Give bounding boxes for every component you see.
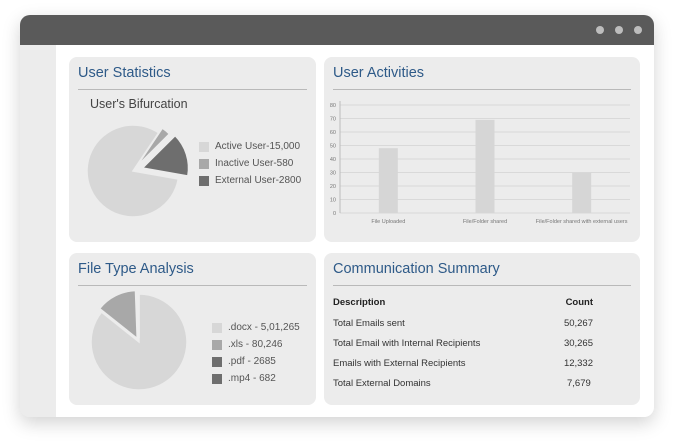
communication-table: Description Count Total Emails sent 50,2… (333, 291, 593, 393)
legend-label: .xls - 80,246 (228, 339, 283, 350)
y-tick-label: 40 (330, 157, 336, 163)
legend-swatch (212, 339, 222, 350)
file-type-legend: .docx - 5,01,265 .xls - 80,246 .pdf - 26… (212, 319, 300, 387)
legend-item: .mp4 - 682 (212, 370, 300, 387)
y-tick-label: 10 (330, 198, 336, 204)
legend-label: Active User-15,000 (215, 141, 301, 152)
y-tick-label: 60 (330, 130, 336, 136)
legend-swatch (199, 141, 209, 152)
panel-title: Communication Summary (333, 261, 500, 277)
legend-label: Inactive User-580 (215, 158, 294, 169)
file-type-analysis-panel: File Type Analysis .docx - 5,01,265 .xls… (69, 253, 316, 405)
panel-divider (333, 89, 631, 90)
bar (475, 119, 495, 213)
panel-title: User Statistics (78, 65, 171, 81)
row-description: Total Email with Internal Recipients (333, 337, 481, 349)
row-count: 7,679 (567, 377, 591, 389)
row-count: 50,267 (563, 317, 593, 329)
bar (572, 172, 592, 213)
dashboard-window: User Statistics User's Bifurcation Activ… (20, 15, 654, 417)
user-statistics-legend: Active User-15,000 Inactive User-580 Ext… (199, 138, 301, 189)
row-description: Total Emails sent (333, 317, 405, 329)
row-count: 12,332 (563, 357, 593, 369)
panel-divider (333, 285, 631, 286)
x-tick-label: File Uploaded (371, 219, 405, 225)
y-tick-label: 30 (330, 171, 336, 177)
table-row: Total Email with Internal Recipients 30,… (333, 333, 593, 353)
legend-item: Inactive User-580 (199, 155, 301, 172)
pie-slice (98, 290, 139, 341)
legend-swatch (212, 356, 222, 367)
sidebar (20, 45, 56, 417)
pie-slice (136, 127, 171, 167)
user-bifurcation-pie-chart (86, 124, 190, 218)
dashboard-main: User Statistics User's Bifurcation Activ… (56, 45, 654, 417)
window-titlebar (20, 15, 654, 45)
legend-item: .pdf - 2685 (212, 353, 300, 370)
window-control-dot[interactable] (634, 26, 642, 34)
user-activities-panel: User Activities 0 10 20 30 40 50 60 70 80 File Up… (324, 57, 640, 242)
panel-title: File Type Analysis (78, 261, 194, 277)
legend-item: .xls - 80,246 (212, 336, 300, 353)
pie-slice (90, 293, 188, 391)
legend-item: .docx - 5,01,265 (212, 319, 300, 336)
x-tick-label: File/Folder shared (463, 219, 507, 225)
pie-slice (86, 124, 180, 218)
user-activities-bar-chart: 0 10 20 30 40 50 60 70 80 File Uploaded File/Folde… (330, 101, 630, 225)
panel-divider (78, 285, 307, 286)
row-count: 30,265 (563, 337, 593, 349)
legend-label: .docx - 5,01,265 (228, 322, 300, 333)
communication-summary-panel: Communication Summary Description Count … (324, 253, 640, 405)
panel-divider (78, 89, 307, 90)
chart-subtitle: User's Bifurcation (90, 97, 188, 111)
y-tick-label: 80 (330, 103, 336, 109)
y-tick-label: 20 (330, 184, 336, 190)
row-description: Emails with External Recipients (333, 357, 466, 369)
bar (378, 148, 398, 213)
y-tick-label: 0 (333, 211, 336, 217)
y-tick-label: 70 (330, 117, 336, 123)
table-row: Emails with External Recipients 12,332 (333, 353, 593, 373)
legend-swatch (212, 322, 222, 333)
table-row: Total Emails sent 50,267 (333, 313, 593, 333)
legend-item: External User-2800 (199, 172, 301, 189)
table-header-row: Description Count (333, 291, 593, 313)
window-control-dot[interactable] (615, 26, 623, 34)
legend-label: .pdf - 2685 (228, 356, 276, 367)
legend-swatch (199, 175, 209, 186)
file-type-pie-chart (90, 290, 188, 391)
legend-swatch (199, 158, 209, 169)
legend-label: .mp4 - 682 (228, 373, 276, 384)
table-row: Total External Domains 7,679 (333, 373, 593, 393)
legend-item: Active User-15,000 (199, 138, 301, 155)
pie-slice (140, 134, 190, 177)
window-control-dot[interactable] (596, 26, 604, 34)
row-description: Total External Domains (333, 377, 431, 389)
column-header-count: Count (565, 296, 593, 308)
legend-label: External User-2800 (215, 175, 302, 186)
legend-swatch (212, 373, 222, 384)
panel-title: User Activities (333, 65, 425, 81)
user-statistics-panel: User Statistics User's Bifurcation Activ… (69, 57, 316, 242)
y-tick-label: 50 (330, 144, 336, 150)
column-header-description: Description (333, 296, 386, 308)
x-tick-label: File/Folder shared with external users (536, 219, 628, 225)
